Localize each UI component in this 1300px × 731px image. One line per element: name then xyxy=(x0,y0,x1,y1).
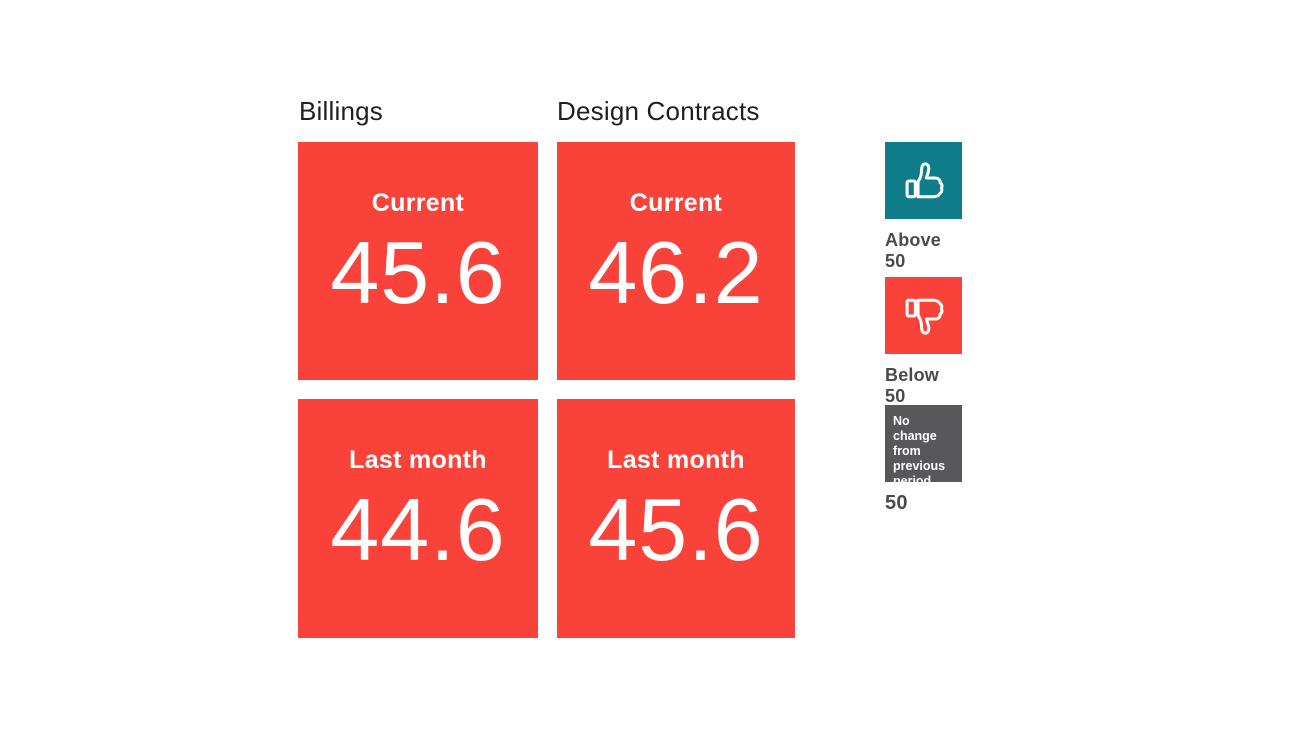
card-design-contracts-last-month: Last month 45.6 xyxy=(557,399,795,638)
card-value: 45.6 xyxy=(330,223,506,322)
card-design-contracts-current: Current 46.2 xyxy=(557,142,795,380)
legend-item-no-change: No change from previous period 50 xyxy=(885,405,962,515)
legend-box-no-change-text: No change from previous period xyxy=(893,414,946,488)
thumbs-down-icon xyxy=(905,298,944,335)
legend: Above 50 Below 50 No change from previou… xyxy=(885,0,975,731)
card-billings-current: Current 45.6 xyxy=(298,142,538,380)
legend-label-50: 50 xyxy=(885,492,908,514)
legend-box-below-50 xyxy=(885,277,962,354)
card-value: 44.6 xyxy=(330,480,506,579)
column-title-design-contracts: Design Contracts xyxy=(557,96,760,126)
legend-label-above-50: Above 50 xyxy=(885,230,942,271)
card-period-label: Current xyxy=(629,189,723,217)
legend-label-below-50: Below 50 xyxy=(885,365,940,406)
card-period-label: Last month xyxy=(607,446,745,474)
thumbs-up-icon xyxy=(905,161,944,198)
card-period-label: Last month xyxy=(349,446,487,474)
legend-item-above-50: Above 50 xyxy=(885,142,962,272)
legend-box-no-change: No change from previous period xyxy=(885,405,962,488)
card-value: 46.2 xyxy=(588,223,764,322)
card-period-label: Current xyxy=(371,189,465,217)
legend-item-below-50: Below 50 xyxy=(885,277,962,407)
column-title-billings: Billings xyxy=(299,96,383,126)
card-billings-last-month: Last month 44.6 xyxy=(298,399,538,638)
legend-box-above-50 xyxy=(885,142,962,219)
card-value: 45.6 xyxy=(588,480,764,579)
